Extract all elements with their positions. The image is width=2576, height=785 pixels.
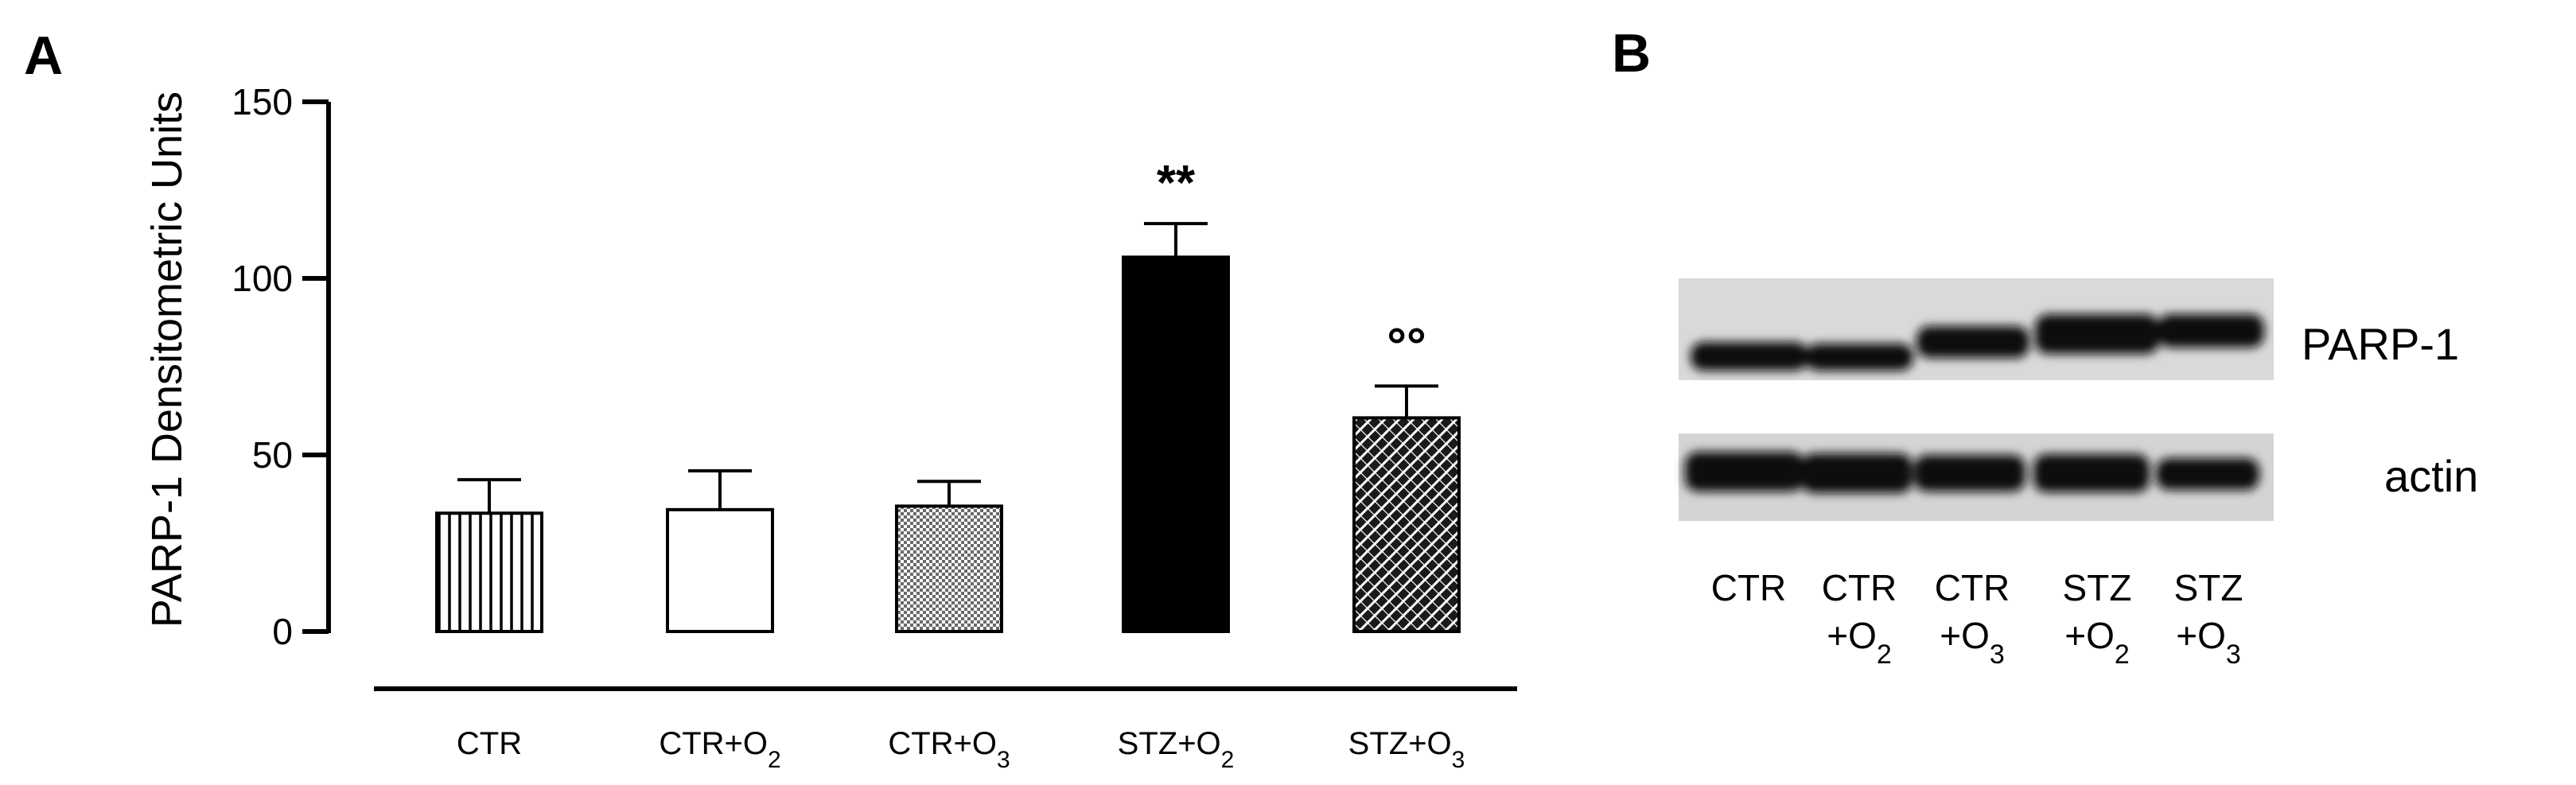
lane-label: CTR [1711, 567, 1787, 608]
panel-b-letter: B [1612, 23, 1651, 84]
lane-label: CTR [1822, 567, 1897, 608]
bar-chart: PARP-1 Densitometric Units 0 50 100 150 CTR… [143, 81, 1517, 773]
parp1-band [1916, 326, 2029, 358]
lane-label: STZ [2063, 567, 2132, 608]
bar [435, 511, 543, 634]
significance-marker: °° [1387, 318, 1426, 373]
y-tick-label: 100 [232, 258, 293, 299]
y-tick-label: 0 [272, 611, 293, 652]
actin-band [1801, 453, 1913, 493]
parp1-band [2158, 314, 2264, 348]
parp1-band-label: PARP-1 [2302, 319, 2459, 369]
actin-band [1914, 455, 2025, 492]
lane-label: CTR [1935, 567, 2010, 608]
parp1-band [1691, 342, 1808, 371]
lane-label: STZ [2174, 567, 2243, 608]
lane-label-treatment: +O2 [2064, 615, 2130, 670]
lane-label-treatment: +O3 [2176, 615, 2241, 670]
actin-band [2033, 454, 2150, 492]
y-tick-label: 50 [252, 434, 293, 476]
actin-band [1685, 452, 1804, 492]
y-axis-label: PARP-1 Densitometric Units [143, 91, 191, 628]
bar [666, 507, 774, 633]
bar [895, 504, 1003, 633]
significance-marker: ** [1157, 156, 1196, 211]
bar [1122, 255, 1230, 633]
lane-label-treatment: +O3 [1940, 615, 2005, 670]
x-category-label: CTR+O2 [659, 726, 780, 773]
actin-band [2156, 458, 2259, 490]
x-category-label: STZ+O2 [1118, 726, 1235, 773]
lane-label-treatment: +O2 [1827, 615, 1892, 670]
x-category-label: STZ+O3 [1348, 726, 1465, 773]
parp1-band [1805, 344, 1913, 371]
x-category-label: CTR [457, 726, 522, 761]
x-category-label: CTR+O3 [888, 726, 1010, 773]
bar [1352, 416, 1461, 633]
western-blot: PARP-1 actin CTR CTR +O2 CTR +O3 STZ +O2 STZ +O3 [1679, 278, 2478, 670]
panel-a-letter: A [24, 25, 63, 86]
actin-band-label: actin [2384, 451, 2478, 501]
y-tick-label: 150 [232, 81, 293, 122]
parp1-band [2035, 314, 2159, 354]
